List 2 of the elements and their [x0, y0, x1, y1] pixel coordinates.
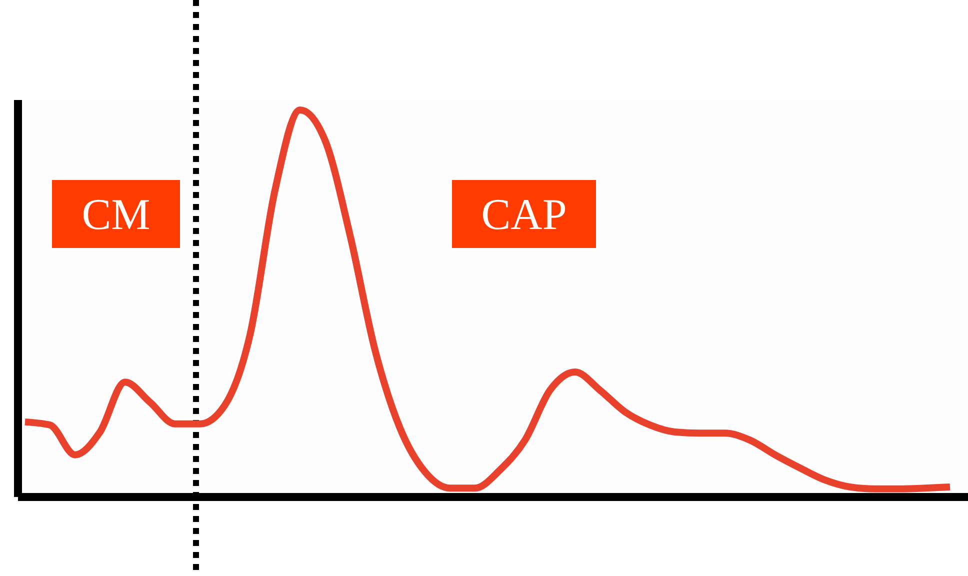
- annotation: CAP: [452, 180, 596, 248]
- annotation: CM: [52, 180, 180, 248]
